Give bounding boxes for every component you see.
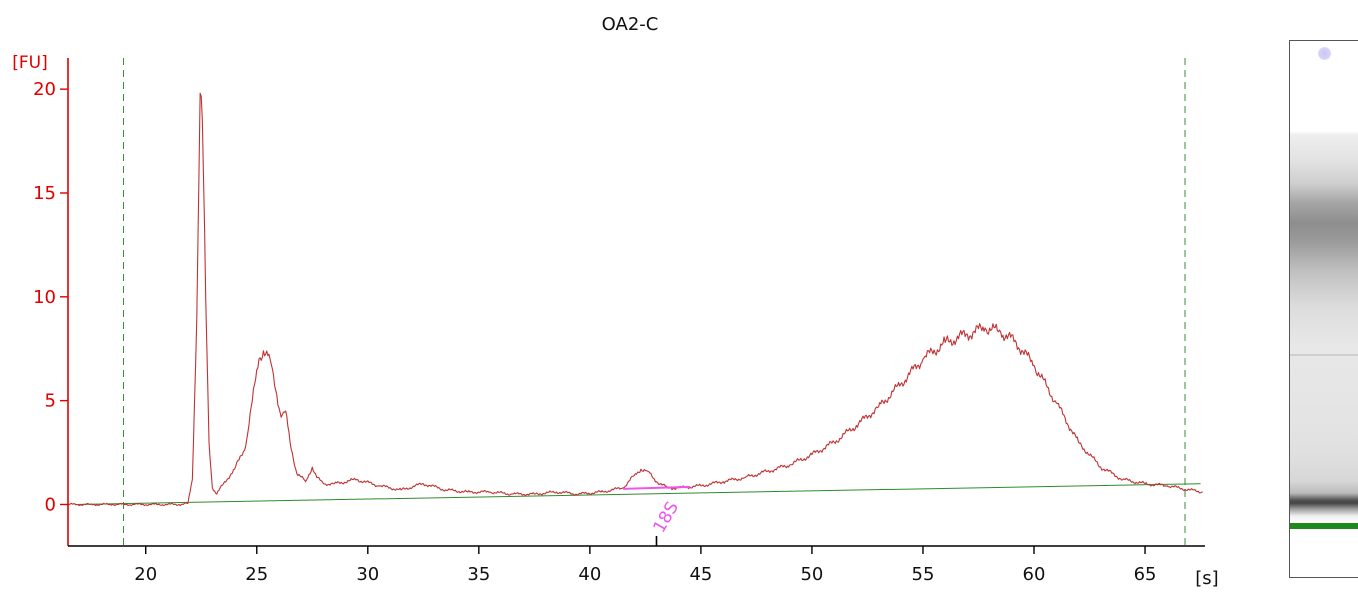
y-axis-label: [FU]	[12, 53, 48, 73]
y-ticks: 0 5 10 15 20	[33, 79, 68, 515]
y-tick-label: 5	[45, 391, 56, 412]
y-tick-label: 20	[33, 79, 56, 100]
x-tick-label: 35	[467, 564, 490, 585]
annotation-peak-baseline	[623, 485, 690, 490]
x-tick-label: 40	[578, 564, 601, 585]
x-axis-label: [s]	[1195, 568, 1218, 589]
baseline-line	[74, 483, 1201, 505]
x-tick-label: 55	[912, 564, 935, 585]
annotations: 18S	[623, 485, 690, 546]
x-ticks: 20 25 30 35 40 45 50 55 60 65	[134, 546, 1156, 585]
x-tick-label: 25	[245, 564, 268, 585]
electropherogram-chart: OA2-C [FU] [s] 18S 0 5 10 15 20 20 25 30 35 40 45…	[12, 14, 1218, 589]
window-lines	[123, 58, 1186, 546]
y-tick-label: 0	[45, 494, 56, 515]
annotation-label: 18S	[649, 498, 683, 536]
gel-lane-image	[1289, 40, 1358, 578]
x-tick-label: 65	[1134, 564, 1157, 585]
y-tick-label: 10	[33, 287, 56, 308]
x-tick-label: 45	[689, 564, 712, 585]
gel-faint-band	[1290, 354, 1358, 356]
x-tick-label: 20	[134, 564, 157, 585]
x-tick-label: 30	[356, 564, 379, 585]
gel-marker-spot	[1318, 47, 1331, 60]
chart-title: OA2-C	[602, 14, 659, 35]
trace-line	[67, 92, 1203, 507]
x-tick-label: 50	[800, 564, 823, 585]
y-tick-label: 15	[33, 183, 56, 204]
gel-lower-marker-band	[1290, 523, 1358, 529]
x-tick-label: 60	[1023, 564, 1046, 585]
